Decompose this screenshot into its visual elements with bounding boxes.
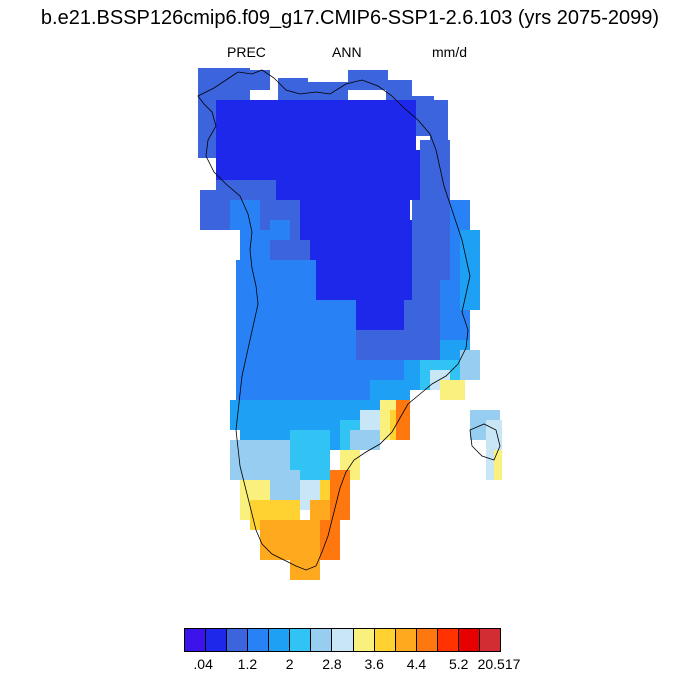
colorbar-swatch-7: [332, 629, 354, 651]
colorbar: [184, 628, 501, 652]
precip-cell: [290, 540, 320, 580]
precip-cell: [430, 100, 448, 140]
colorbar-swatch-11: [416, 629, 438, 651]
season-label: ANN: [332, 44, 362, 60]
units-label: mm/d: [432, 44, 467, 60]
colorbar-tick-label: 20.517: [477, 656, 521, 672]
precip-cell: [400, 420, 410, 440]
colorbar-swatch-12: [437, 629, 459, 651]
plot-title: b.e21.BSSP126cmip6.f09_g17.CMIP6-SSP1-2.…: [40, 7, 660, 29]
colorbar-tick-label: 5.2: [448, 656, 469, 672]
colorbar-swatch-8: [353, 629, 375, 651]
precip-cell: [494, 450, 502, 480]
colorbar-swatch-9: [374, 629, 396, 651]
precip-cell: [250, 70, 270, 90]
colorbar-tick-label: 1.2: [237, 656, 258, 672]
colorbar-swatch-0: [185, 629, 207, 651]
colorbar-tick-label: 2.8: [322, 656, 342, 672]
colorbar-swatch-5: [290, 629, 312, 651]
precip-cell: [320, 520, 340, 560]
colorbar-tick-label: 2: [285, 656, 294, 672]
precip-cell: [460, 230, 480, 310]
precip-cell: [350, 430, 380, 450]
precip-cell: [236, 300, 356, 360]
colorbar-swatch-10: [395, 629, 417, 651]
colorbar-tick-label: .04: [193, 656, 213, 672]
precip-cell: [386, 80, 412, 100]
precip-cell: [198, 68, 220, 158]
precip-cell: [270, 220, 290, 240]
colorbar-swatch-6: [311, 629, 333, 651]
precip-cell: [440, 380, 465, 400]
colorbar-swatch-3: [248, 629, 270, 651]
colorbar-swatch-14: [479, 629, 500, 651]
precip-grid: [198, 68, 502, 580]
colorbar-swatch-4: [269, 629, 291, 651]
colorbar-swatch-1: [206, 629, 228, 651]
precip-cell: [348, 70, 388, 90]
colorbar-swatch-13: [458, 629, 480, 651]
variable-label: PREC: [227, 44, 266, 60]
colorbar-swatch-2: [227, 629, 249, 651]
colorbar-tick-label: 3.6: [364, 656, 384, 672]
colorbar-tick-label: 4.4: [406, 656, 427, 672]
precip-cell: [330, 470, 350, 520]
greenland-coastline: [197, 69, 501, 571]
precip-cell: [230, 200, 260, 230]
precip-cell: [460, 350, 480, 380]
